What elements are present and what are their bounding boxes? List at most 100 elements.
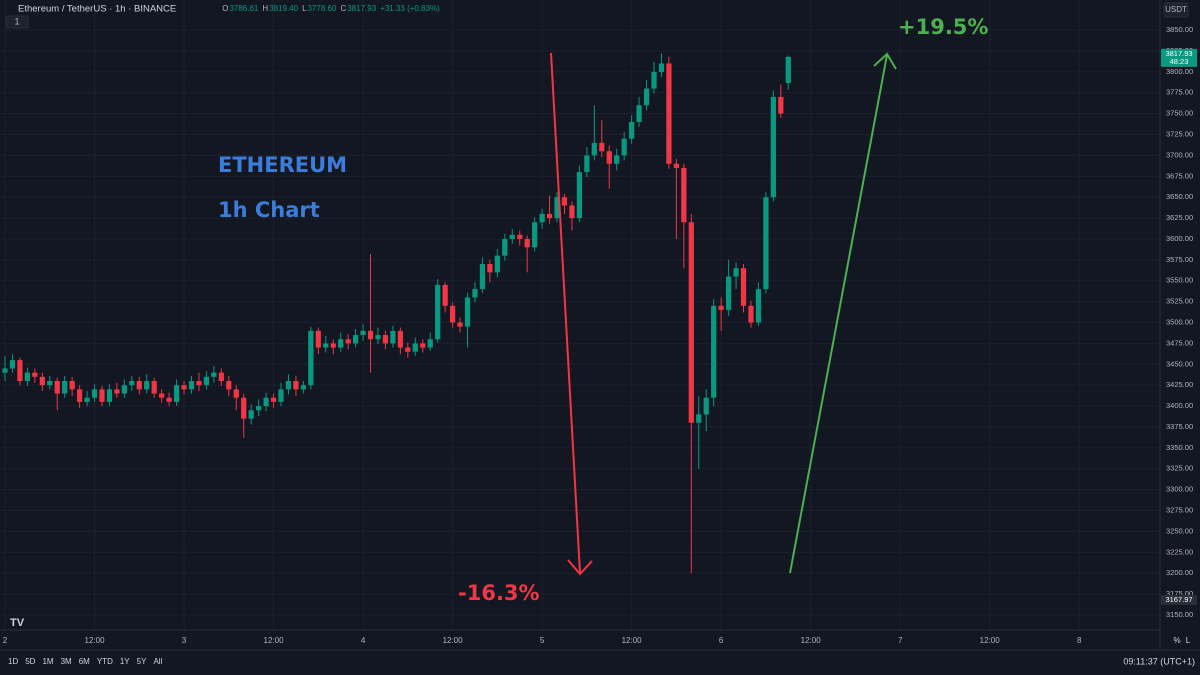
ohlc-key: H [262,4,268,13]
candle-body [509,234,515,239]
clock: 09:11:37 (UTC+1) [1123,656,1195,666]
ohlc-key: C [340,4,346,13]
candle-body [270,397,277,402]
candle-body [464,297,471,327]
range-button[interactable]: 1M [42,657,53,666]
currency[interactable]: USDT [1165,5,1187,14]
candle-body [315,330,321,348]
candle-body [151,381,157,394]
candle-body [256,406,262,411]
y-tick-label: 3225.00 [1166,547,1193,556]
candle-body [666,63,672,164]
range-button[interactable]: 6M [79,657,90,666]
range-button[interactable]: 5Y [137,657,147,666]
y-tick-label: 3150.00 [1166,610,1193,619]
candle-body [114,389,120,394]
candle-body [39,376,45,386]
ohlc-key: O [222,4,228,13]
y-tick-label: 3800.00 [1166,67,1193,76]
scale-button[interactable]: % [1173,636,1180,645]
candle-body [397,330,403,348]
candle-body [263,397,269,407]
candle-body [532,222,538,248]
candle-body [352,335,359,344]
y-tick-label: 3200.00 [1166,568,1193,577]
candle-body [629,121,635,139]
candle-body [196,381,202,386]
y-tick-label: 3350.00 [1166,443,1193,452]
x-tick-label: 4 [361,636,366,645]
y-tick-label: 3775.00 [1166,88,1193,97]
candle-body [375,335,381,340]
range-button[interactable]: 1D [8,657,18,666]
ohlc-value: 3819.40 [269,4,298,13]
x-tick-label: 12:00 [443,636,464,645]
y-tick-label: 3325.00 [1166,464,1193,473]
candle-body [696,414,702,423]
candle-body [517,234,523,239]
y-tick-label: 3525.00 [1166,297,1193,306]
candle-body [740,268,747,306]
y-tick-label: 3475.00 [1166,338,1193,347]
header: Ethereum / TetherUS · 1h · BINANCE 1 USD… [5,2,1189,29]
candle-body [159,393,165,398]
candle-body [472,289,478,298]
candle-body [84,397,90,402]
candle-body [539,213,545,223]
ohlc-change: +31.33 (+0.83%) [380,4,440,13]
candle-body [494,255,500,273]
up-arrow-head [873,52,897,70]
candle-body [688,222,694,423]
candle-body [338,339,344,348]
candle-body [285,381,292,390]
candle-body [144,381,150,390]
interval-badge-box[interactable] [5,15,29,29]
candle-body [99,389,105,402]
x-tick-label: 12:00 [801,636,822,645]
candles [2,53,791,574]
candle-body [546,213,553,219]
candle-body [47,381,53,386]
low-label-box [1161,594,1197,605]
x-tick-label: 6 [719,636,724,645]
annotation: -16.3% [458,581,540,605]
range-button[interactable]: 1Y [120,657,130,666]
scale-button[interactable]: L [1186,636,1191,645]
candle-body [643,88,650,106]
ohlc-key: L [302,4,307,13]
candle-body [584,155,590,173]
range-button[interactable]: 3M [61,657,72,666]
candle-body [673,163,679,168]
range-button[interactable]: All [153,657,162,666]
y-tick-label: 3750.00 [1166,109,1193,118]
ohlc-value: 3786.61 [229,4,258,13]
y-tick-label: 3175.00 [1166,589,1193,598]
y-tick-label: 3400.00 [1166,401,1193,410]
currency-box[interactable] [1163,2,1189,18]
candle-body [129,381,135,386]
candle-body [62,381,68,394]
interval-badge[interactable]: 1 [14,16,19,26]
candle-body [651,71,657,89]
x-tick-label: 12:00 [980,636,1001,645]
candle-body [591,142,597,156]
range-button[interactable]: YTD [97,657,113,666]
candle-body [420,343,426,348]
up-arrow [789,54,888,574]
range-button[interactable]: 5D [25,657,35,666]
candle-body [188,381,195,390]
candle-body [17,360,23,382]
candle-body [390,330,396,344]
candle-body [382,335,389,344]
candle-body [218,372,224,382]
candle-body [76,389,83,402]
candle-body [658,63,665,72]
down-arrow [550,52,581,574]
candle-body [181,385,187,390]
candle-body [711,305,717,398]
y-tick-label: 3650.00 [1166,192,1193,201]
candle-body [725,276,732,310]
candle-body [54,381,60,394]
